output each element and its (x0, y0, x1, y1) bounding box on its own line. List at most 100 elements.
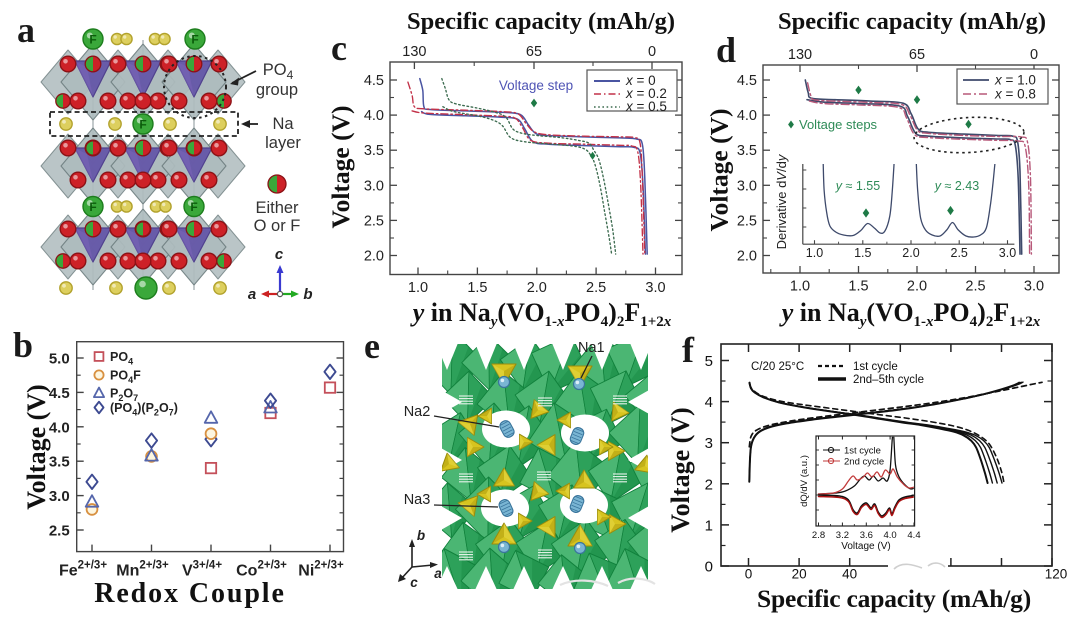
svg-text:2.5: 2.5 (364, 213, 384, 229)
svg-text:1.0: 1.0 (408, 280, 428, 296)
svg-text:3.5: 3.5 (364, 143, 384, 159)
svg-text:130: 130 (402, 44, 426, 60)
svg-text:4.0: 4.0 (883, 530, 896, 541)
svg-text:group: group (256, 81, 298, 99)
svg-text:0: 0 (1030, 47, 1038, 63)
svg-text:2.0: 2.0 (364, 249, 384, 265)
svg-text:4.5: 4.5 (49, 385, 70, 402)
svg-text:3.5: 3.5 (737, 143, 757, 159)
svg-text:f: f (682, 330, 695, 370)
svg-text:3.0: 3.0 (999, 246, 1016, 260)
svg-text:b: b (13, 325, 33, 365)
svg-text:F: F (89, 33, 96, 47)
svg-text:3.0: 3.0 (645, 280, 665, 296)
svg-text:Voltage (V): Voltage (V) (666, 407, 695, 532)
svg-text:2.8: 2.8 (812, 530, 825, 541)
svg-text:F: F (139, 118, 146, 132)
svg-text:Specific capacity (mAh/g): Specific capacity (mAh/g) (778, 8, 1046, 35)
svg-text:4.0: 4.0 (737, 108, 757, 124)
svg-text:Voltage (V): Voltage (V) (22, 384, 51, 509)
svg-text:1: 1 (705, 517, 713, 534)
svg-text:PO4F: PO4F (110, 369, 141, 386)
svg-text:d: d (716, 30, 736, 70)
svg-text:1.0: 1.0 (806, 246, 823, 260)
svg-text:2.0: 2.0 (527, 280, 547, 296)
svg-text:O or F: O or F (254, 217, 301, 235)
svg-text:Na3: Na3 (404, 492, 431, 508)
svg-text:C/20 25°C: C/20 25°C (751, 361, 804, 373)
svg-text:20: 20 (792, 567, 807, 582)
svg-text:x = 0.5: x = 0.5 (625, 99, 667, 114)
svg-text:3.2: 3.2 (836, 530, 849, 541)
svg-text:3.6: 3.6 (860, 530, 873, 541)
svg-text:PO4: PO4 (263, 61, 294, 82)
svg-text:3.0: 3.0 (364, 178, 384, 194)
svg-text:Na1: Na1 (578, 340, 605, 356)
svg-text:Na: Na (272, 115, 294, 133)
svg-text:4.0: 4.0 (49, 419, 70, 436)
svg-text:2.0: 2.0 (907, 279, 927, 295)
svg-text:3.0: 3.0 (49, 488, 70, 505)
svg-text:2.5: 2.5 (965, 279, 985, 295)
svg-text:65: 65 (909, 47, 925, 63)
svg-text:1st cycle: 1st cycle (853, 361, 898, 373)
svg-text:Voltage steps: Voltage steps (799, 117, 878, 132)
svg-text:2.5: 2.5 (737, 213, 757, 229)
svg-text:Voltage (V): Voltage (V) (841, 541, 890, 552)
svg-text:F: F (190, 200, 197, 214)
svg-text:F: F (191, 33, 198, 47)
svg-text:x = 0: x = 0 (625, 73, 656, 88)
svg-text:PO4: PO4 (110, 350, 133, 367)
svg-text:e: e (364, 326, 380, 366)
svg-text:1.5: 1.5 (467, 280, 487, 296)
svg-text:a: a (17, 10, 35, 50)
svg-text:1.0: 1.0 (790, 279, 810, 295)
svg-text:Voltage (V): Voltage (V) (705, 109, 734, 232)
svg-text:c: c (410, 575, 418, 590)
svg-text:4.5: 4.5 (364, 73, 384, 89)
svg-text:Either: Either (255, 199, 299, 217)
svg-text:2.0: 2.0 (902, 246, 919, 260)
svg-text:P2O7: P2O7 (110, 387, 138, 404)
svg-text:0: 0 (648, 44, 656, 60)
svg-text:40: 40 (842, 567, 857, 582)
svg-text:2.0: 2.0 (737, 249, 757, 265)
svg-text:4.5: 4.5 (737, 73, 757, 89)
svg-text:x = 1.0: x = 1.0 (994, 73, 1036, 88)
svg-text:Na2: Na2 (404, 404, 431, 420)
svg-text:y in Nay(VO1-xPO4)2F1+2x: y in Nay(VO1-xPO4)2F1+2x (779, 298, 1041, 330)
svg-text:Specific capacity (mAh/g): Specific capacity (mAh/g) (407, 8, 675, 35)
svg-text:4: 4 (705, 394, 713, 411)
svg-text:x = 0.8: x = 0.8 (994, 87, 1036, 102)
svg-text:dQ/dV (a.u.): dQ/dV (a.u.) (799, 455, 810, 507)
svg-text:b: b (303, 286, 312, 303)
svg-text:y ≈ 1.55: y ≈ 1.55 (835, 179, 880, 193)
svg-text:c: c (275, 246, 284, 263)
svg-text:2nd cycle: 2nd cycle (844, 457, 884, 468)
svg-text:3.0: 3.0 (737, 178, 757, 194)
svg-text:0: 0 (705, 559, 713, 576)
svg-text:a: a (248, 286, 256, 303)
svg-text:2.5: 2.5 (951, 246, 968, 260)
svg-text:5.0: 5.0 (49, 351, 70, 368)
svg-text:130: 130 (788, 47, 812, 63)
svg-text:b: b (417, 528, 425, 543)
svg-text:4.4: 4.4 (907, 530, 920, 541)
svg-text:Derivative dV/dy: Derivative dV/dy (774, 153, 789, 249)
svg-text:2.5: 2.5 (49, 523, 70, 540)
svg-text:layer: layer (265, 134, 301, 152)
svg-text:3.0: 3.0 (1024, 279, 1044, 295)
svg-text:1.5: 1.5 (848, 279, 868, 295)
svg-text:F: F (89, 200, 96, 214)
svg-text:Voltage step: Voltage step (499, 78, 573, 93)
svg-text:3: 3 (705, 435, 713, 452)
svg-text:4.0: 4.0 (364, 108, 384, 124)
svg-text:2nd–5th cycle: 2nd–5th cycle (853, 374, 924, 386)
svg-text:1.5: 1.5 (854, 246, 871, 260)
svg-text:5: 5 (705, 353, 713, 370)
svg-text:3.5: 3.5 (49, 454, 70, 471)
svg-text:Specific capacity (mAh/g): Specific capacity (mAh/g) (757, 584, 1031, 613)
svg-text:0: 0 (745, 567, 753, 582)
svg-text:Redox Couple: Redox Couple (94, 578, 286, 609)
svg-text:2.5: 2.5 (586, 280, 606, 296)
